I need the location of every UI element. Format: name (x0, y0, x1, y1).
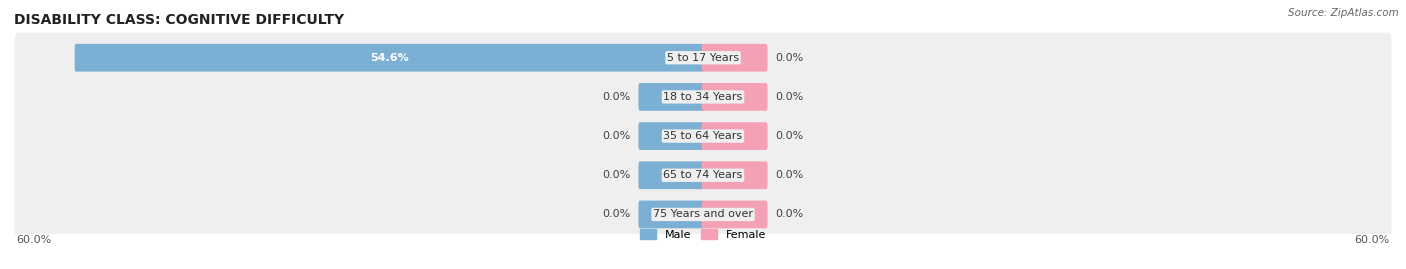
FancyBboxPatch shape (75, 44, 704, 72)
Text: 35 to 64 Years: 35 to 64 Years (664, 131, 742, 141)
FancyBboxPatch shape (14, 111, 1392, 161)
Text: 60.0%: 60.0% (17, 235, 52, 245)
Text: 75 Years and over: 75 Years and over (652, 210, 754, 220)
FancyBboxPatch shape (14, 150, 1392, 200)
Text: 0.0%: 0.0% (775, 170, 804, 180)
Text: 5 to 17 Years: 5 to 17 Years (666, 53, 740, 63)
FancyBboxPatch shape (702, 201, 768, 228)
Text: 60.0%: 60.0% (1354, 235, 1389, 245)
Text: 0.0%: 0.0% (775, 210, 804, 220)
Text: 0.0%: 0.0% (602, 92, 631, 102)
FancyBboxPatch shape (638, 161, 704, 189)
Text: 54.6%: 54.6% (370, 53, 409, 63)
Text: DISABILITY CLASS: COGNITIVE DIFFICULTY: DISABILITY CLASS: COGNITIVE DIFFICULTY (14, 13, 344, 27)
FancyBboxPatch shape (14, 72, 1392, 122)
Text: 0.0%: 0.0% (602, 170, 631, 180)
FancyBboxPatch shape (702, 122, 768, 150)
FancyBboxPatch shape (14, 189, 1392, 239)
FancyBboxPatch shape (638, 201, 704, 228)
Text: Source: ZipAtlas.com: Source: ZipAtlas.com (1288, 8, 1399, 18)
Text: 0.0%: 0.0% (602, 131, 631, 141)
FancyBboxPatch shape (638, 83, 704, 111)
Text: 0.0%: 0.0% (775, 131, 804, 141)
Text: 0.0%: 0.0% (775, 92, 804, 102)
FancyBboxPatch shape (702, 44, 768, 72)
Text: 0.0%: 0.0% (602, 210, 631, 220)
Text: 18 to 34 Years: 18 to 34 Years (664, 92, 742, 102)
FancyBboxPatch shape (14, 33, 1392, 83)
Text: 65 to 74 Years: 65 to 74 Years (664, 170, 742, 180)
FancyBboxPatch shape (702, 161, 768, 189)
FancyBboxPatch shape (638, 122, 704, 150)
Text: 0.0%: 0.0% (775, 53, 804, 63)
Legend: Male, Female: Male, Female (636, 225, 770, 245)
FancyBboxPatch shape (702, 83, 768, 111)
